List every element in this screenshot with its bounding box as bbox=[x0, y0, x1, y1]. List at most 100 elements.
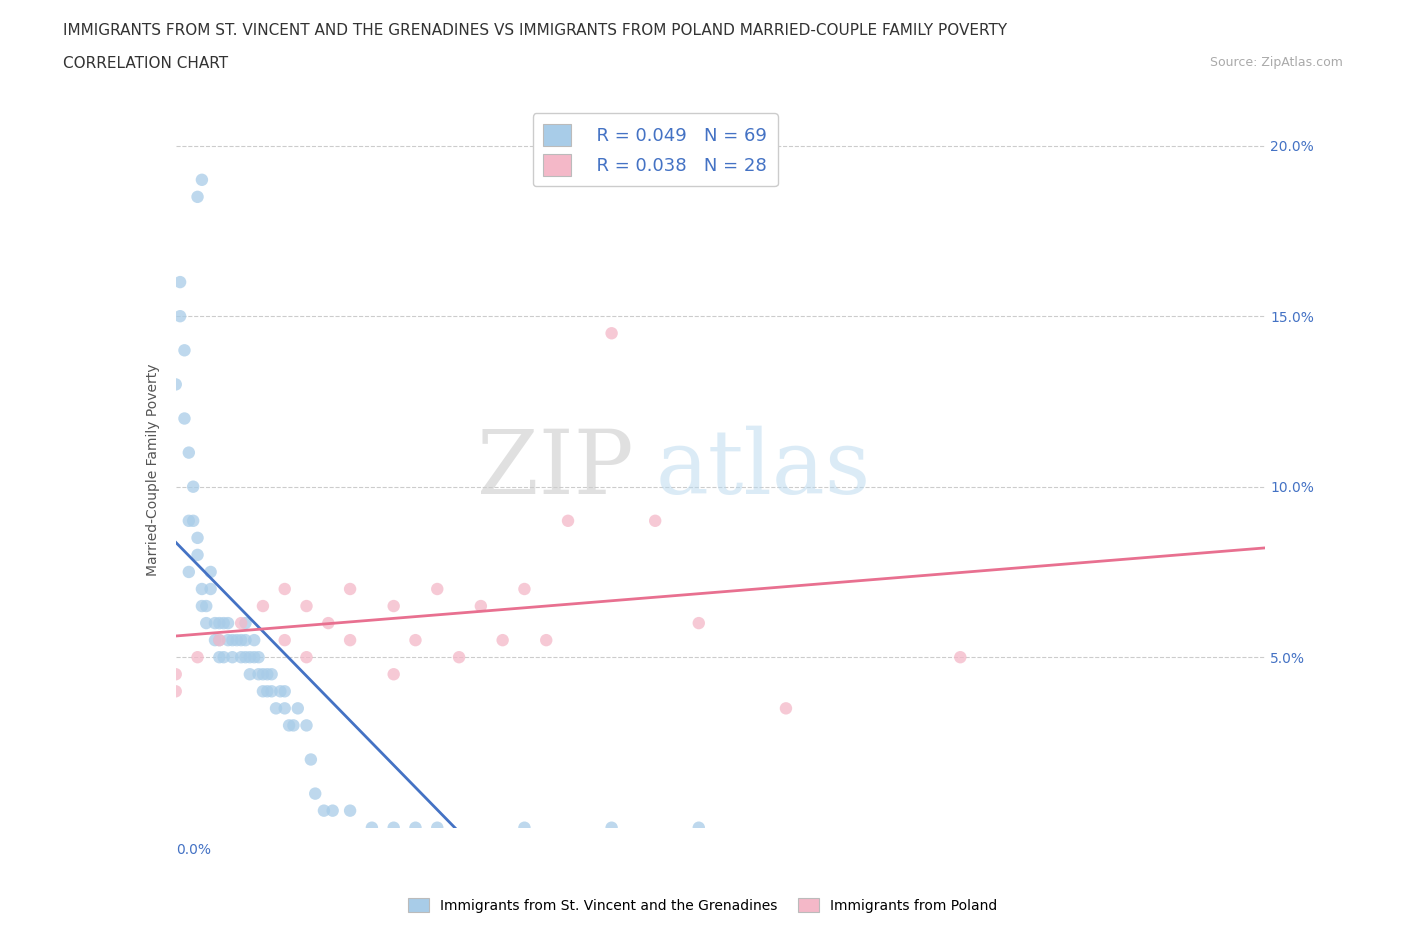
Point bbox=[360, 820, 382, 835]
Point bbox=[239, 667, 262, 682]
Point bbox=[200, 581, 222, 596]
Point bbox=[191, 172, 214, 187]
Point bbox=[534, 632, 557, 647]
Point bbox=[252, 684, 274, 698]
Point bbox=[688, 820, 710, 835]
Point bbox=[177, 565, 200, 579]
Point bbox=[256, 684, 278, 698]
Point bbox=[426, 581, 449, 596]
Text: CORRELATION CHART: CORRELATION CHART bbox=[63, 56, 228, 71]
Point bbox=[287, 701, 309, 716]
Point bbox=[181, 479, 204, 494]
Point bbox=[252, 599, 274, 614]
Point bbox=[295, 650, 318, 665]
Text: ZIP: ZIP bbox=[477, 426, 633, 513]
Point bbox=[447, 650, 470, 665]
Point bbox=[221, 650, 243, 665]
Point bbox=[191, 599, 214, 614]
Point bbox=[247, 667, 270, 682]
Point bbox=[186, 650, 209, 665]
Point bbox=[600, 820, 623, 835]
Text: atlas: atlas bbox=[655, 426, 870, 513]
Point bbox=[470, 599, 492, 614]
Point bbox=[186, 530, 209, 545]
Point bbox=[382, 820, 405, 835]
Text: 0.0%: 0.0% bbox=[176, 844, 211, 857]
Point bbox=[278, 718, 301, 733]
Point bbox=[513, 581, 536, 596]
Point bbox=[181, 513, 204, 528]
Point bbox=[295, 599, 318, 614]
Point bbox=[177, 513, 200, 528]
Point bbox=[775, 701, 797, 716]
Point bbox=[600, 326, 623, 340]
Point bbox=[274, 581, 297, 596]
Text: IMMIGRANTS FROM ST. VINCENT AND THE GRENADINES VS IMMIGRANTS FROM POLAND MARRIED: IMMIGRANTS FROM ST. VINCENT AND THE GREN… bbox=[63, 23, 1007, 38]
Point bbox=[204, 632, 226, 647]
Point bbox=[217, 632, 239, 647]
Y-axis label: Married-Couple Family Poverty: Married-Couple Family Poverty bbox=[146, 364, 160, 576]
Point bbox=[405, 820, 427, 835]
Point bbox=[382, 667, 405, 682]
Point bbox=[260, 684, 283, 698]
Point bbox=[299, 752, 322, 767]
Point bbox=[247, 650, 270, 665]
Point bbox=[231, 616, 253, 631]
Point bbox=[169, 309, 191, 324]
Point bbox=[264, 701, 287, 716]
Point bbox=[173, 343, 195, 358]
Point bbox=[239, 650, 262, 665]
Point bbox=[304, 786, 326, 801]
Point bbox=[186, 190, 209, 205]
Point bbox=[339, 804, 361, 818]
Point bbox=[208, 632, 231, 647]
Point bbox=[195, 599, 218, 614]
Point bbox=[513, 820, 536, 835]
Point bbox=[312, 804, 335, 818]
Point bbox=[221, 632, 243, 647]
Point bbox=[322, 804, 344, 818]
Point bbox=[204, 616, 226, 631]
Point bbox=[283, 718, 305, 733]
Point bbox=[212, 616, 235, 631]
Point bbox=[492, 632, 515, 647]
Point bbox=[195, 616, 218, 631]
Point bbox=[186, 548, 209, 563]
Point bbox=[200, 565, 222, 579]
Point bbox=[212, 650, 235, 665]
Point bbox=[295, 718, 318, 733]
Point bbox=[173, 411, 195, 426]
Point bbox=[260, 667, 283, 682]
Point bbox=[231, 650, 253, 665]
Point bbox=[269, 684, 291, 698]
Point bbox=[318, 616, 340, 631]
Point bbox=[274, 701, 297, 716]
Point bbox=[274, 684, 297, 698]
Point bbox=[208, 632, 231, 647]
Point bbox=[252, 667, 274, 682]
Point bbox=[274, 632, 297, 647]
Point bbox=[382, 599, 405, 614]
Point bbox=[208, 616, 231, 631]
Text: Source: ZipAtlas.com: Source: ZipAtlas.com bbox=[1209, 56, 1343, 69]
Point bbox=[688, 616, 710, 631]
Point bbox=[169, 274, 191, 289]
Point bbox=[405, 632, 427, 647]
Point bbox=[165, 667, 187, 682]
Point bbox=[339, 581, 361, 596]
Point bbox=[235, 616, 257, 631]
Point bbox=[426, 820, 449, 835]
Point bbox=[231, 632, 253, 647]
Point bbox=[243, 650, 266, 665]
Point bbox=[177, 445, 200, 460]
Point bbox=[225, 632, 247, 647]
Point bbox=[165, 377, 187, 392]
Point bbox=[165, 684, 187, 698]
Point bbox=[243, 632, 266, 647]
Point bbox=[235, 632, 257, 647]
Point bbox=[949, 650, 972, 665]
Point bbox=[217, 616, 239, 631]
Point bbox=[557, 513, 579, 528]
Point bbox=[644, 513, 666, 528]
Point bbox=[235, 650, 257, 665]
